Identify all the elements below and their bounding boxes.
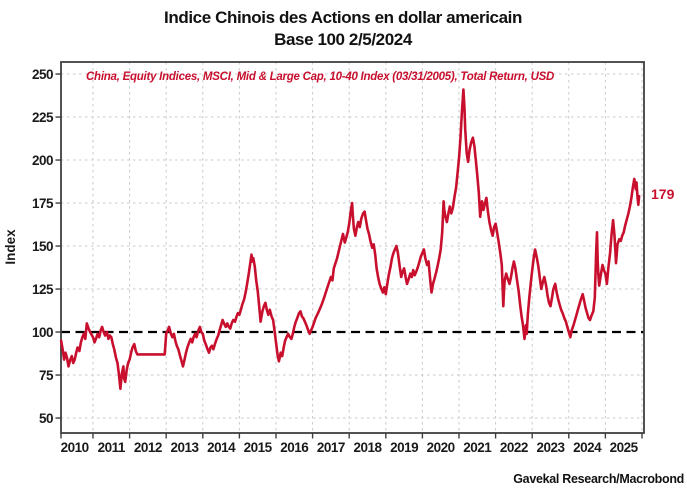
x-tick-label: 2022	[500, 440, 528, 455]
x-tick-label: 2014	[207, 440, 236, 455]
x-tick-label: 2023	[536, 440, 565, 455]
price-line	[59, 88, 641, 391]
x-tick-label: 2013	[170, 440, 199, 455]
chart-title: Indice Chinois des Actions en dollar ame…	[164, 8, 522, 27]
x-tick-label: 2016	[280, 440, 309, 455]
y-tick-label: 200	[32, 153, 53, 168]
x-tick-label: 2021	[463, 440, 492, 455]
source-attribution: Gavekal Research/Macrobond	[513, 472, 684, 486]
x-tick-label: 2017	[317, 440, 345, 455]
y-tick-label: 75	[39, 368, 54, 383]
y-axis-title: Index	[3, 229, 18, 265]
chart-subtitle: Base 100 2/5/2024	[274, 30, 413, 49]
x-tick-label: 2010	[61, 440, 89, 455]
y-tick-label: 100	[32, 325, 53, 340]
x-tick-label: 2015	[244, 440, 273, 455]
last-value-label: 179	[651, 186, 675, 202]
x-tick-label: 2019	[390, 440, 418, 455]
x-tick-label: 2018	[353, 440, 382, 455]
y-tick-label: 175	[32, 196, 54, 211]
x-tick-label: 2020	[427, 440, 455, 455]
y-tick-label: 50	[39, 411, 53, 426]
x-tick-label: 2025	[610, 440, 639, 455]
plot-border	[60, 61, 645, 434]
x-tick-label: 2012	[134, 440, 162, 455]
gridlines	[61, 62, 644, 433]
x-tick-label: 2011	[98, 440, 126, 455]
y-tick-label: 225	[32, 110, 54, 125]
axis-ticks	[55, 73, 643, 439]
y-tick-label: 125	[32, 282, 54, 297]
series-legend-label: China, Equity Indices, MSCI, Mid & Large…	[86, 71, 554, 83]
y-tick-label: 150	[32, 239, 53, 254]
y-tick-labels: 50 75 100 125 150 175 200 225 250	[32, 67, 55, 426]
x-tick-labels: 2010 2011 2012 2013 2014 2015 2016 2017 2018 2019…	[61, 440, 640, 455]
x-tick-label: 2024	[573, 440, 602, 455]
y-tick-label: 250	[32, 67, 53, 82]
